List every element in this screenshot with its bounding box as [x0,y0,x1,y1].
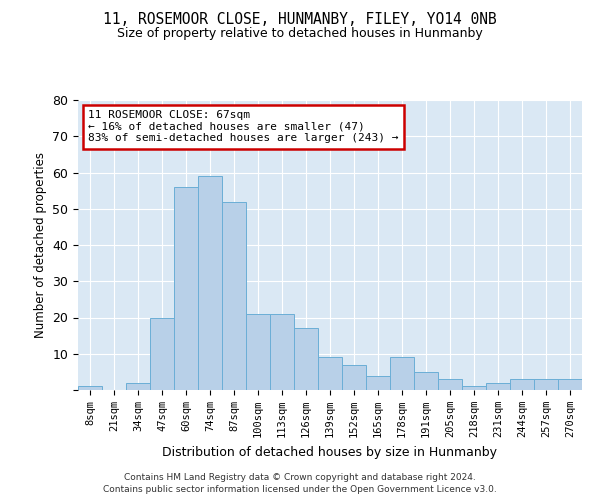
Bar [318,358,342,390]
Bar [438,379,462,390]
Bar [462,386,486,390]
Bar [126,383,150,390]
Bar [294,328,318,390]
Text: 11 ROSEMOOR CLOSE: 67sqm
← 16% of detached houses are smaller (47)
83% of semi-d: 11 ROSEMOOR CLOSE: 67sqm ← 16% of detach… [88,110,398,144]
Bar [342,364,366,390]
Bar [366,376,390,390]
Y-axis label: Number of detached properties: Number of detached properties [34,152,47,338]
Bar [270,314,294,390]
Bar [78,386,102,390]
Bar [534,379,558,390]
Text: Size of property relative to detached houses in Hunmanby: Size of property relative to detached ho… [117,28,483,40]
Bar [174,187,198,390]
Text: 11, ROSEMOOR CLOSE, HUNMANBY, FILEY, YO14 0NB: 11, ROSEMOOR CLOSE, HUNMANBY, FILEY, YO1… [103,12,497,28]
Bar [150,318,174,390]
Bar [486,383,510,390]
Bar [198,176,222,390]
Bar [510,379,534,390]
Text: Contains HM Land Registry data © Crown copyright and database right 2024.: Contains HM Land Registry data © Crown c… [124,472,476,482]
X-axis label: Distribution of detached houses by size in Hunmanby: Distribution of detached houses by size … [163,446,497,458]
Text: Contains public sector information licensed under the Open Government Licence v3: Contains public sector information licen… [103,485,497,494]
Bar [246,314,270,390]
Bar [414,372,438,390]
Bar [222,202,246,390]
Bar [558,379,582,390]
Bar [390,358,414,390]
